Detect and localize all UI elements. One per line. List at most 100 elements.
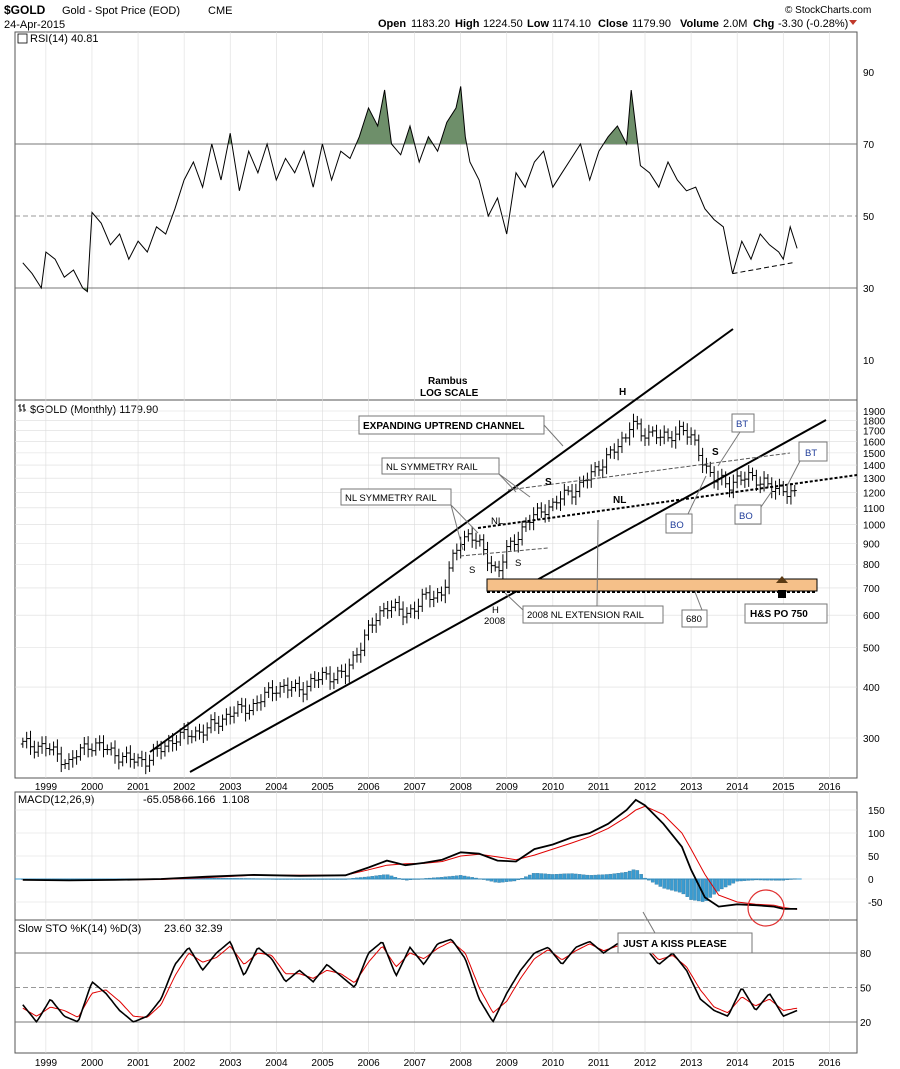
- ohlc-bar: [462, 530, 467, 551]
- ohlc-bar: [454, 543, 459, 561]
- macd-hist-bar: [597, 874, 601, 880]
- macd-hist-bar: [489, 878, 494, 882]
- macd-hist-bar: [673, 878, 678, 892]
- macd-hist-bar: [604, 874, 609, 880]
- ohlc-bar: [539, 502, 544, 518]
- ohlc-bar: [74, 750, 79, 765]
- ohlc-bar: [266, 682, 271, 698]
- left-shoulder-label-2008: S: [469, 565, 475, 576]
- symbol: $GOLD: [4, 3, 46, 17]
- macd-hist-bar: [635, 870, 640, 880]
- ohlc-bar: [593, 461, 598, 477]
- ohlc-bar: [78, 743, 83, 761]
- price-tick-label: 1000: [863, 521, 886, 532]
- ohlc-bar: [393, 598, 398, 612]
- callout-box: [681, 609, 708, 628]
- ohlc-bar: [631, 413, 636, 438]
- year-tick-label: 2014: [726, 1058, 749, 1069]
- rsi-tick-label: 90: [863, 68, 875, 79]
- open-value: 1183.20: [411, 18, 450, 30]
- ohlc-bar: [612, 443, 617, 460]
- ohlc-bar: [109, 742, 114, 756]
- macd-hist-bar: [616, 873, 620, 880]
- macd-hist-bar: [420, 878, 425, 880]
- macd-hist-bar: [236, 878, 240, 880]
- rsi-title-text: RSI(14) 40.81: [30, 33, 98, 45]
- ohlc-bar: [762, 471, 767, 492]
- bt-label-2013: BT: [736, 419, 748, 430]
- high-value: 1224.50: [483, 18, 523, 30]
- ohlc-bar: [735, 470, 740, 489]
- macd-hist-bar: [474, 877, 478, 880]
- macd-hist-bar: [351, 878, 355, 880]
- macd-hist-bar: [608, 873, 613, 880]
- ohlc-bar: [646, 424, 651, 446]
- nl-label-2008: NL: [491, 516, 503, 527]
- macd-hist-bar: [627, 870, 632, 880]
- ohlc-bar: [424, 587, 429, 600]
- callout-pointer: [642, 911, 656, 934]
- ohlc-bar: [128, 745, 133, 768]
- callout-pointer: [450, 504, 464, 551]
- ohlc-bar: [305, 680, 310, 701]
- ohlc-bar: [86, 736, 91, 758]
- macd-hist-bar: [213, 878, 217, 880]
- ohlc-bar: [59, 746, 64, 773]
- ohlc-bar: [197, 723, 202, 740]
- nl-extension-rail-label: 2008 NL EXTENSION RAIL: [527, 610, 644, 621]
- macd-hist-bar: [666, 878, 670, 890]
- ohlc-bar: [401, 601, 406, 626]
- macd-hist-bar: [516, 878, 521, 881]
- macd-hist-bar: [274, 878, 279, 880]
- macd-hist-bar: [531, 873, 536, 880]
- ohlc-bar: [550, 498, 555, 512]
- macd-hist-bar: [251, 878, 256, 880]
- ohlc-bar: [412, 601, 417, 619]
- ohlc-bar: [497, 560, 502, 578]
- macd-hist-bar: [777, 878, 782, 881]
- price-tick-label: 1900: [863, 407, 886, 418]
- year-tick-label: 2010: [542, 782, 565, 793]
- year-tick-label: 2003: [219, 1058, 242, 1069]
- macd-hist-bar: [524, 876, 528, 880]
- macd-hist-bar: [735, 878, 739, 882]
- macd-hist-bar: [497, 878, 501, 883]
- ohlc-bar: [43, 736, 48, 757]
- year-tick-label: 2002: [173, 782, 196, 793]
- ohlc-bar: [562, 483, 567, 506]
- ohlc-bar: [692, 429, 697, 446]
- macd-hist-bar: [731, 878, 736, 884]
- ohlc-bar: [765, 474, 770, 488]
- ohlc-bar: [370, 617, 375, 633]
- macd-hist-bar: [397, 878, 401, 880]
- macd-hist-bar: [528, 874, 532, 880]
- macd-hist-bar: [478, 878, 482, 880]
- callout-pointer: [596, 519, 599, 607]
- macd-hist-bar: [443, 876, 448, 880]
- chart-header: $GOLD Gold - Spot Price (EOD) CME 24-Apr…: [4, 3, 871, 31]
- ohlc-bar: [201, 724, 206, 744]
- rsi-tick-label: 70: [863, 140, 875, 151]
- ohlc-bar: [343, 663, 348, 685]
- macd-hist-bar: [750, 878, 755, 881]
- sto-tick-label: 80: [860, 949, 872, 960]
- ohlc-bar: [278, 682, 283, 698]
- ohlc-bar: [673, 426, 678, 449]
- macd-hist-bar: [493, 878, 497, 883]
- head-label-2008: H: [492, 605, 499, 616]
- macd-hist-bar: [743, 878, 747, 881]
- ohlc-bar: [404, 607, 409, 624]
- ohlc-bar: [581, 475, 586, 488]
- ohlc-bar: [358, 642, 363, 663]
- ohlc-bar: [63, 759, 68, 770]
- macd-hist-bar: [512, 878, 517, 882]
- price-tick-label: 700: [863, 584, 880, 595]
- price-tick-label: 1600: [863, 437, 886, 448]
- macd-hist-bar: [401, 878, 405, 880]
- macd-hist-bar: [762, 878, 766, 881]
- ohlc-bar: [297, 676, 302, 697]
- macd-annotation: JUST A KISS PLEASE: [617, 889, 785, 954]
- ohlc-bar: [66, 753, 71, 771]
- ohlc-bar: [205, 722, 210, 741]
- ohlc-bar: [20, 737, 25, 748]
